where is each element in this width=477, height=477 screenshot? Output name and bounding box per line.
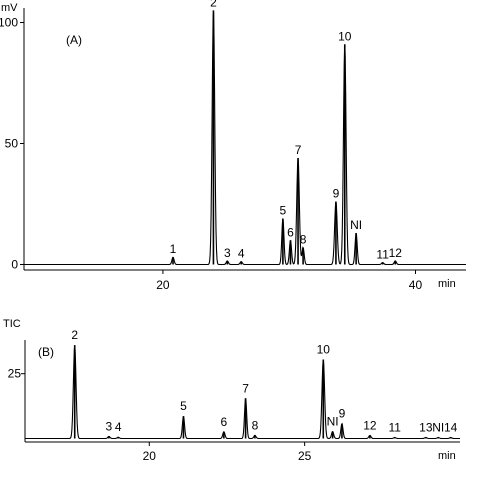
peak-label: 5 <box>280 204 287 218</box>
peak-label: 7 <box>295 143 302 157</box>
y-tick-label: 50 <box>5 137 19 151</box>
peak-label: 2 <box>210 0 217 9</box>
peak-label: 8 <box>252 418 259 432</box>
peak-label: 10 <box>338 29 352 43</box>
peak-label: 9 <box>333 187 340 201</box>
panel-tag: (B) <box>38 345 54 359</box>
x-tick-label: 20 <box>143 449 157 463</box>
y-tick-label: 25 <box>8 367 22 381</box>
peak-label: 3 <box>106 419 113 433</box>
peak-label: NI <box>432 420 444 434</box>
peak-label: 6 <box>221 415 228 429</box>
peak-label: 5 <box>180 399 187 413</box>
peak-label: 8 <box>300 233 307 247</box>
peak-label: 12 <box>389 246 403 260</box>
peak-label: 3 <box>224 246 231 260</box>
peak-label: NI <box>327 415 339 429</box>
x-tick-label: 40 <box>409 278 423 292</box>
y-axis-unit-label: TIC <box>3 318 21 330</box>
peak-label: NI <box>350 218 362 232</box>
peak-label: 11 <box>389 420 402 434</box>
x-tick-label: 25 <box>298 449 312 463</box>
peak-label: 14 <box>444 420 458 434</box>
peak-label: 7 <box>242 381 249 395</box>
x-axis-unit-label: min <box>438 278 456 290</box>
peak-label: 13 <box>419 420 433 434</box>
chromatogram-trace <box>25 345 460 440</box>
y-axis-unit-label: mV <box>1 2 18 14</box>
panel-tag: (A) <box>66 33 82 47</box>
peak-label: 12 <box>363 418 377 432</box>
peak-label: 4 <box>115 420 122 434</box>
chromatogram-trace <box>24 11 466 266</box>
peak-label: 6 <box>287 225 294 239</box>
peak-label: 10 <box>317 342 331 356</box>
peak-label: 9 <box>339 407 346 421</box>
y-tick-label: 100 <box>0 16 18 30</box>
x-axis-unit-label: min <box>438 450 456 462</box>
peak-label: 2 <box>71 328 78 342</box>
y-tick-label: 0 <box>11 258 18 272</box>
peak-label: 1 <box>170 242 177 256</box>
x-tick-label: 20 <box>156 278 170 292</box>
peak-label: 11 <box>376 248 389 262</box>
peak-label: 4 <box>238 247 245 261</box>
